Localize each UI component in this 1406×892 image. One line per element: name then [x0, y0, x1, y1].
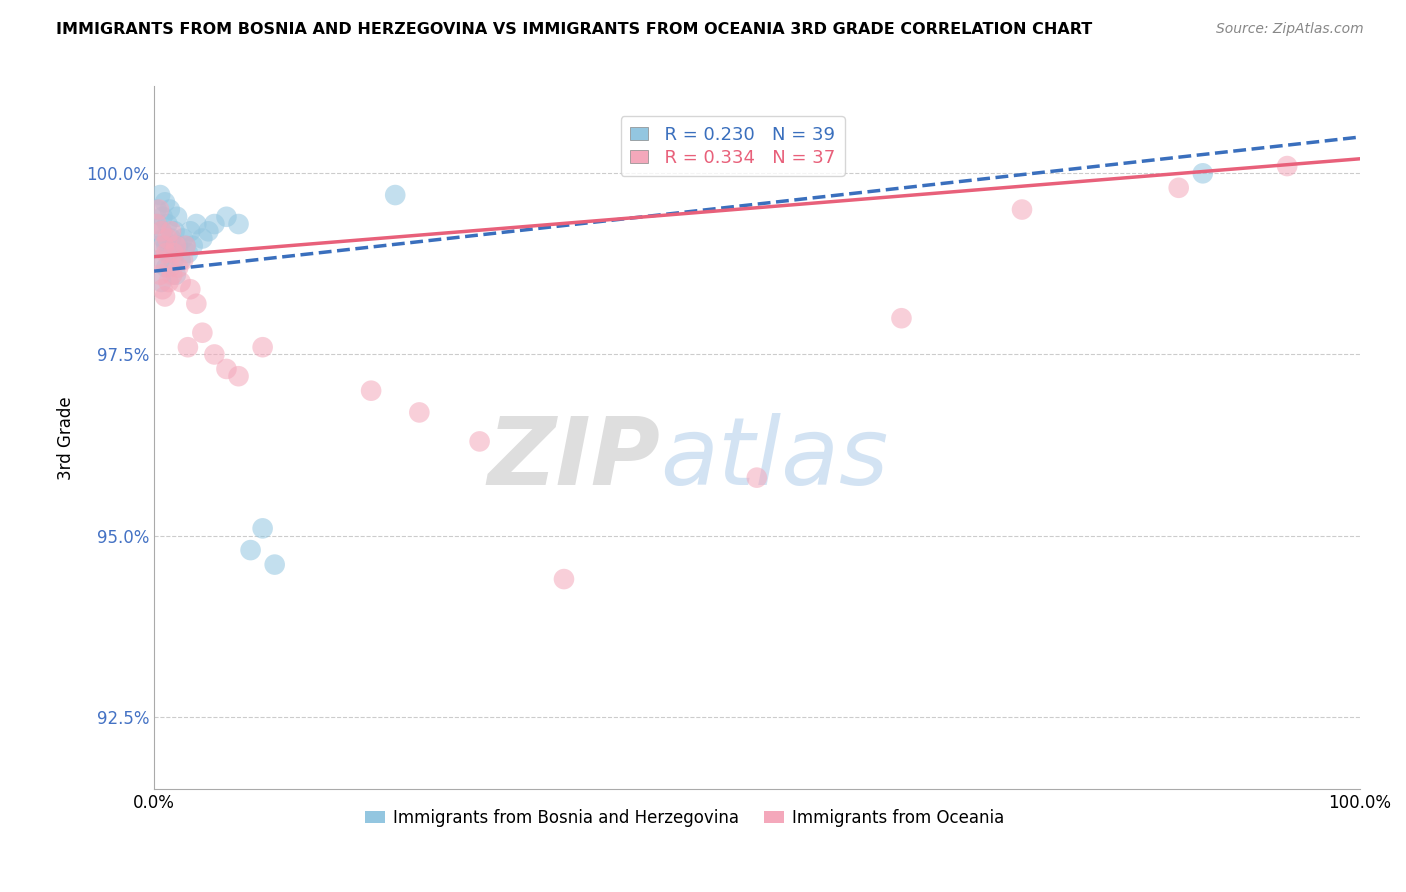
Point	[228, 369, 250, 384]
Legend: Immigrants from Bosnia and Herzegovina, Immigrants from Oceania: Immigrants from Bosnia and Herzegovina, …	[359, 802, 1011, 834]
Point	[152, 210, 174, 224]
Point	[215, 362, 238, 376]
Point	[172, 253, 194, 268]
Point	[157, 275, 180, 289]
Text: Source: ZipAtlas.com: Source: ZipAtlas.com	[1216, 22, 1364, 37]
Point	[263, 558, 285, 572]
Point	[167, 239, 190, 253]
Point	[1275, 159, 1298, 173]
Point	[177, 340, 200, 354]
Point	[165, 268, 187, 282]
Point	[153, 195, 176, 210]
Point	[204, 347, 226, 361]
Point	[155, 239, 177, 253]
Point	[149, 188, 172, 202]
Point	[160, 239, 183, 253]
Point	[408, 405, 430, 419]
Point	[468, 434, 491, 449]
Point	[163, 224, 186, 238]
Point	[553, 572, 575, 586]
Point	[1191, 166, 1213, 180]
Point	[181, 239, 204, 253]
Point	[149, 268, 172, 282]
Point	[155, 260, 177, 275]
Point	[148, 239, 170, 253]
Point	[150, 275, 173, 289]
Point	[165, 239, 187, 253]
Point	[156, 231, 179, 245]
Point	[156, 217, 179, 231]
Point	[215, 210, 238, 224]
Point	[174, 239, 197, 253]
Point	[159, 260, 181, 275]
Point	[384, 188, 406, 202]
Point	[252, 521, 274, 535]
Point	[152, 282, 174, 296]
Point	[159, 202, 181, 217]
Point	[169, 253, 191, 268]
Point	[152, 239, 174, 253]
Point	[150, 224, 173, 238]
Point	[174, 239, 197, 253]
Point	[162, 253, 184, 268]
Text: atlas: atlas	[661, 413, 889, 504]
Point	[145, 202, 167, 217]
Point	[167, 260, 190, 275]
Point	[149, 253, 172, 268]
Point	[152, 231, 174, 245]
Point	[890, 311, 912, 326]
Point	[239, 543, 262, 558]
Point	[157, 246, 180, 260]
Point	[166, 210, 188, 224]
Point	[146, 253, 169, 268]
Point	[160, 231, 183, 245]
Point	[252, 340, 274, 354]
Point	[160, 268, 183, 282]
Point	[186, 297, 208, 311]
Point	[153, 289, 176, 303]
Point	[1011, 202, 1033, 217]
Point	[160, 224, 183, 238]
Point	[228, 217, 250, 231]
Y-axis label: 3rd Grade: 3rd Grade	[58, 396, 75, 480]
Point	[197, 224, 219, 238]
Point	[186, 217, 208, 231]
Point	[177, 246, 200, 260]
Point	[360, 384, 382, 398]
Point	[148, 202, 170, 217]
Point	[145, 217, 167, 231]
Point	[204, 217, 226, 231]
Point	[172, 231, 194, 245]
Point	[169, 275, 191, 289]
Point	[191, 231, 214, 245]
Point	[179, 224, 201, 238]
Text: ZIP: ZIP	[488, 413, 661, 505]
Point	[745, 470, 768, 484]
Point	[191, 326, 214, 340]
Point	[146, 217, 169, 231]
Text: IMMIGRANTS FROM BOSNIA AND HERZEGOVINA VS IMMIGRANTS FROM OCEANIA 3RD GRADE CORR: IMMIGRANTS FROM BOSNIA AND HERZEGOVINA V…	[56, 22, 1092, 37]
Point	[179, 282, 201, 296]
Point	[150, 224, 173, 238]
Point	[155, 246, 177, 260]
Point	[162, 246, 184, 260]
Point	[1167, 181, 1189, 195]
